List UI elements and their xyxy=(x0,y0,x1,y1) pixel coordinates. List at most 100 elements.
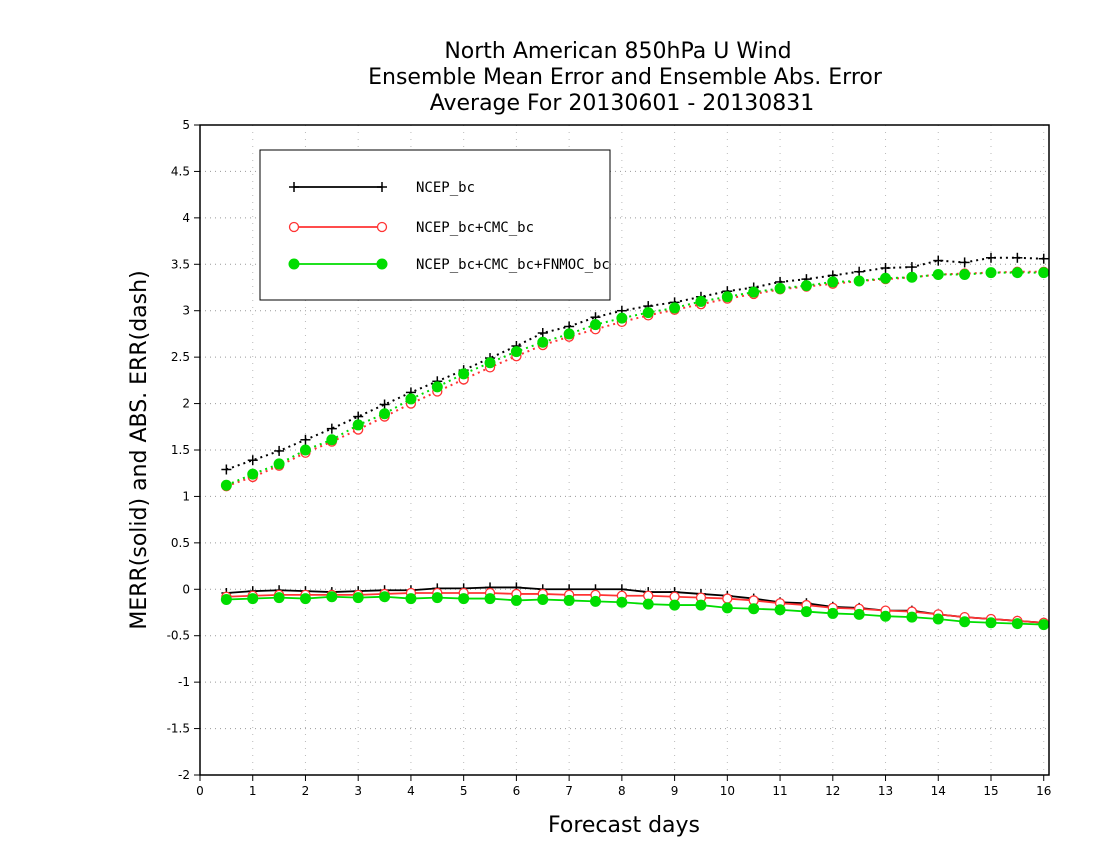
abserr-point-ncep-bc xyxy=(959,257,970,268)
abserr-point-ncep-bc-cmc-bc-fnmoc-bc xyxy=(299,444,311,456)
abserr-point-ncep-bc xyxy=(274,445,285,456)
legend-marker-start xyxy=(289,182,299,192)
legend: NCEP_bc NCEP_bc+CMC_bc NCEP_bc+CMC_bc+FNMO… xyxy=(259,149,611,301)
abserr-point-ncep-bc-cmc-bc-fnmoc-bc xyxy=(800,280,812,292)
merr-point-ncep-bc-cmc-bc-fnmoc-bc xyxy=(352,592,364,604)
merr-point-ncep-bc-cmc-bc-fnmoc-bc xyxy=(405,593,417,605)
merr-point-ncep-bc-cmc-bc-fnmoc-bc xyxy=(800,606,812,618)
abserr-point-ncep-bc-cmc-bc-fnmoc-bc xyxy=(220,479,232,491)
merr-point-ncep-bc-cmc-bc-fnmoc-bc xyxy=(326,591,338,603)
merr-point-ncep-bc-cmc-bc-fnmoc-bc xyxy=(299,593,311,605)
legend-marker-start xyxy=(288,221,300,233)
abserr-point-ncep-bc-cmc-bc-fnmoc-bc xyxy=(510,346,522,358)
merr-point-ncep-bc-cmc-bc-fnmoc-bc xyxy=(273,592,285,604)
x-tick-label: 15 xyxy=(983,784,998,798)
merr-point-ncep-bc-cmc-bc-fnmoc-bc xyxy=(695,599,707,611)
abserr-point-ncep-bc-cmc-bc-fnmoc-bc xyxy=(273,458,285,470)
abserr-point-ncep-bc xyxy=(880,263,891,273)
abserr-point-ncep-bc-cmc-bc-fnmoc-bc xyxy=(669,302,681,314)
abserr-point-ncep-bc-cmc-bc-fnmoc-bc xyxy=(405,393,417,405)
abserr-point-ncep-bc-cmc-bc-fnmoc-bc xyxy=(352,419,364,431)
merr-point-ncep-bc-cmc-bc-fnmoc-bc xyxy=(906,611,918,623)
abserr-point-ncep-bc-cmc-bc-fnmoc-bc xyxy=(1011,267,1023,279)
legend-entry-ncep-bc-cmc-bc: NCEP_bc+CMC_bc xyxy=(288,220,534,236)
merr-point-ncep-bc-cmc-bc-fnmoc-bc xyxy=(537,594,549,605)
x-tick-label: 12 xyxy=(825,784,840,798)
merr-point-ncep-bc-cmc-bc-fnmoc-bc xyxy=(563,594,575,606)
y-tick-label: 2 xyxy=(182,397,190,411)
legend-marker-start xyxy=(288,258,300,270)
x-tick-label: 2 xyxy=(302,784,310,798)
y-tick-label: 4.5 xyxy=(171,164,190,178)
x-tick-label: 5 xyxy=(460,784,468,798)
series-ncep-bc-cmc-bc xyxy=(221,266,1049,628)
abserr-point-ncep-bc xyxy=(1012,252,1023,263)
y-tick-label: 2.5 xyxy=(171,350,190,364)
x-tick-label: 4 xyxy=(407,784,415,798)
abserr-point-ncep-bc xyxy=(933,255,944,266)
abserr-point-ncep-bc-cmc-bc-fnmoc-bc xyxy=(484,357,496,369)
x-tick-label: 0 xyxy=(196,784,204,798)
merr-point-ncep-bc-cmc-bc-fnmoc-bc xyxy=(616,596,628,608)
merr-point-ncep-bc-cmc-bc-fnmoc-bc xyxy=(484,593,496,605)
merr-point-ncep-bc-cmc-bc-fnmoc-bc xyxy=(853,608,865,620)
abserr-point-ncep-bc-cmc-bc-fnmoc-bc xyxy=(748,286,760,298)
abserr-point-ncep-bc-cmc-bc-fnmoc-bc xyxy=(642,307,654,319)
abserr-point-ncep-bc xyxy=(247,455,258,466)
merr-point-ncep-bc-cmc-bc-fnmoc-bc xyxy=(458,593,470,605)
x-tick-label: 13 xyxy=(878,784,893,798)
legend-marker-end xyxy=(377,182,387,192)
x-tick-label: 11 xyxy=(772,784,787,798)
abserr-point-ncep-bc-cmc-bc-fnmoc-bc xyxy=(379,408,391,420)
series-ncep-bc-cmc-bc-fnmoc-bc xyxy=(220,267,1050,631)
legend-marker-end xyxy=(376,221,388,233)
y-tick-label: 1.5 xyxy=(171,443,190,457)
merr-point-ncep-bc-cmc-bc-fnmoc-bc xyxy=(642,598,654,610)
y-tick-label: 0 xyxy=(182,582,190,596)
abserr-point-ncep-bc-cmc-bc-fnmoc-bc xyxy=(932,269,944,280)
abserr-point-ncep-bc-cmc-bc-fnmoc-bc xyxy=(695,295,707,307)
merr-point-ncep-bc-cmc-bc-fnmoc-bc xyxy=(220,594,232,605)
abserr-point-ncep-bc-cmc-bc-fnmoc-bc xyxy=(247,468,259,480)
abserr-point-ncep-bc xyxy=(1038,253,1049,264)
abserr-point-ncep-bc xyxy=(221,464,232,475)
legend-label: NCEP_bc xyxy=(416,180,475,196)
merr-point-ncep-bc-cmc-bc-fnmoc-bc xyxy=(379,591,391,603)
x-tick-label: 10 xyxy=(720,784,735,798)
x-tick-label: 14 xyxy=(931,784,946,798)
merr-point-ncep-bc-cmc-bc-fnmoc-bc xyxy=(669,599,681,611)
abserr-point-ncep-bc xyxy=(379,399,390,410)
legend-marker-end xyxy=(376,258,388,270)
x-tick-label: 8 xyxy=(618,784,626,798)
merr-point-ncep-bc-cmc-bc-fnmoc-bc xyxy=(827,607,839,619)
y-tick-label: 0.5 xyxy=(171,536,190,550)
abserr-point-ncep-bc-cmc-bc-fnmoc-bc xyxy=(985,267,997,279)
legend-label: NCEP_bc+CMC_bc xyxy=(416,220,534,236)
chart-title-line-2: Ensemble Mean Error and Ensemble Abs. Er… xyxy=(368,65,883,90)
merr-point-ncep-bc-cmc-bc-fnmoc-bc xyxy=(985,617,997,629)
x-axis-label: Forecast days xyxy=(548,813,700,838)
abserr-point-ncep-bc-cmc-bc-fnmoc-bc xyxy=(431,381,443,393)
merr-point-ncep-bc-cmc-bc-fnmoc-bc xyxy=(959,616,971,628)
abserr-line-ncep-bc-cmc-bc-fnmoc-bc xyxy=(225,271,1044,487)
abserr-point-ncep-bc xyxy=(906,262,917,273)
y-tick-label: 3 xyxy=(182,304,190,318)
y-tick-label: -0.5 xyxy=(167,629,190,643)
abserr-point-ncep-bc xyxy=(300,434,311,445)
abserr-point-ncep-bc-cmc-bc-fnmoc-bc xyxy=(326,434,338,446)
merr-line-ncep-bc-cmc-bc-fnmoc-bc xyxy=(226,595,1044,626)
merr-point-ncep-bc-cmc-bc-fnmoc-bc xyxy=(589,595,601,607)
y-tick-label: 1 xyxy=(182,489,190,503)
legend-entry-ncep-bc: NCEP_bc xyxy=(289,180,475,196)
merr-point-ncep-bc-cmc-bc-fnmoc-bc xyxy=(774,604,786,616)
legend-label: NCEP_bc+CMC_bc+FNMOC_bc xyxy=(416,257,610,273)
abserr-point-ncep-bc-cmc-bc-fnmoc-bc xyxy=(537,336,549,348)
abserr-point-ncep-bc-cmc-bc-fnmoc-bc xyxy=(1038,267,1050,279)
legend-box xyxy=(259,149,611,301)
merr-point-ncep-bc-cmc-bc-fnmoc-bc xyxy=(1038,619,1050,631)
abserr-point-ncep-bc-cmc-bc-fnmoc-bc xyxy=(563,328,575,340)
merr-point-ncep-bc-cmc-bc-fnmoc-bc xyxy=(510,594,522,606)
series-layer xyxy=(220,252,1050,631)
y-tick-label: -1 xyxy=(178,675,190,689)
abserr-point-ncep-bc-cmc-bc-fnmoc-bc xyxy=(458,368,470,380)
